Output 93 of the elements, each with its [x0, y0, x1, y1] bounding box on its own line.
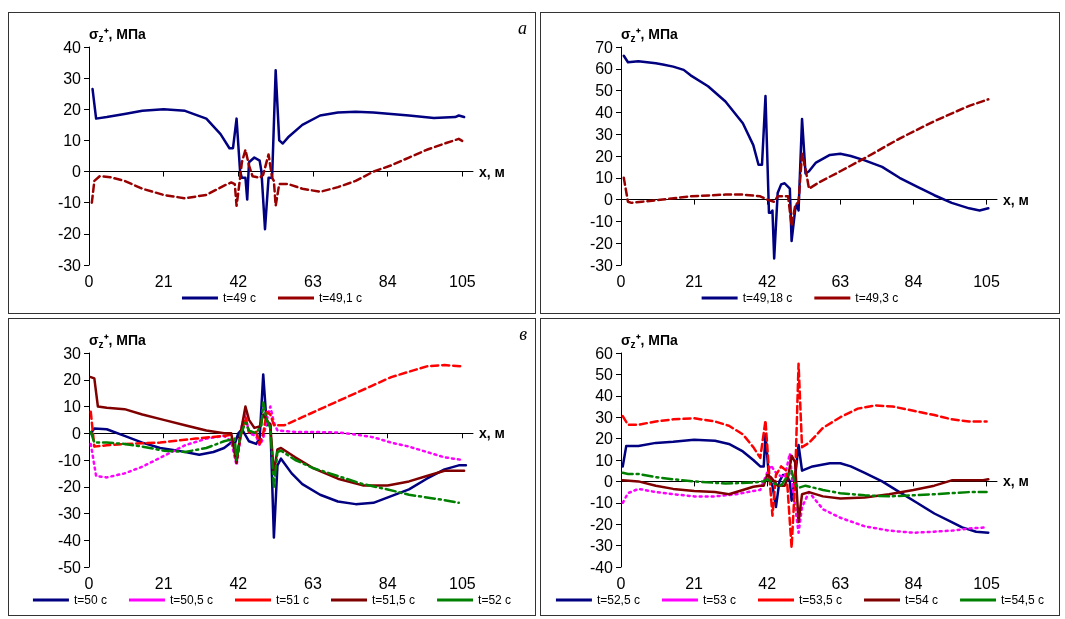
x-tick-label: 21 — [685, 574, 704, 592]
x-tick-label: 84 — [378, 272, 397, 290]
y-tick-label: 10 — [63, 131, 82, 149]
x-tick-label: 42 — [229, 272, 248, 290]
y-tick-label: 10 — [63, 398, 82, 415]
y-tick-label: -20 — [57, 225, 82, 243]
legend-label: t=49,3 с — [855, 291, 899, 305]
legend-label: t=54,5 с — [1001, 593, 1045, 607]
y-tick-label: -50 — [57, 558, 82, 576]
legend-label: t=52,5 с — [596, 593, 640, 607]
x-tick-label: 21 — [154, 272, 173, 290]
y-tick-label: -40 — [57, 531, 82, 549]
y-tick-label: -20 — [57, 478, 82, 496]
legend-label: t=50 с — [73, 593, 107, 607]
legend-label: t=53,5 с — [798, 593, 843, 607]
y-tick-label: -30 — [57, 256, 82, 274]
line-series — [621, 454, 990, 524]
x-tick-label: 63 — [304, 574, 322, 592]
x-tick-label: 63 — [831, 574, 850, 592]
text: в — [519, 324, 528, 344]
legend-label: t=49,1 с — [319, 291, 363, 305]
x-tick-label: 42 — [758, 272, 777, 290]
x-tick-label: 105 — [448, 574, 476, 592]
y-tick-label: 70 — [595, 38, 614, 56]
y-tick-label: -30 — [589, 537, 614, 555]
x-tick-label: 42 — [758, 574, 777, 592]
x-tick-label: 105 — [448, 272, 476, 290]
line-series — [622, 98, 990, 228]
y-tick-label: 30 — [63, 344, 82, 362]
line-series — [621, 362, 988, 549]
y-tick-label: 20 — [595, 430, 614, 448]
x-tick-label: 84 — [904, 272, 923, 290]
x-tick-label: 0 — [84, 574, 94, 592]
line-series — [621, 469, 988, 498]
x-tick-label: 84 — [904, 574, 923, 592]
y-tick-label: 60 — [595, 344, 614, 362]
x-tick-label: 21 — [154, 574, 173, 592]
y-tick-label: 0 — [72, 163, 82, 181]
x-tick-label: 105 — [973, 272, 1000, 290]
y-tick-label: 20 — [63, 100, 82, 118]
y-tick-label: 0 — [72, 424, 82, 442]
y-tick-label: -10 — [589, 212, 614, 230]
x-axis-title: x, м — [1003, 191, 1029, 208]
legend-label: t=53 с — [702, 593, 736, 607]
y-tick-label: 20 — [595, 147, 614, 165]
y-tick-label: -10 — [57, 194, 82, 212]
x-axis-title: x, м — [479, 425, 505, 442]
y-tick-label: 60 — [595, 60, 614, 78]
y-tick-label: 40 — [63, 38, 82, 56]
y-tick-label: 30 — [595, 408, 614, 426]
line-series — [89, 401, 461, 505]
y-tick-label: -30 — [57, 505, 82, 522]
y-tick-label: 0 — [604, 191, 614, 209]
y-tick-label: 0 — [604, 472, 614, 490]
y-tick-label: 40 — [595, 387, 614, 405]
y-tick-label: -20 — [589, 234, 614, 252]
x-axis-title: x, м — [1003, 473, 1029, 490]
legend-label: t=49 с — [222, 291, 256, 305]
y-tick-label: -10 — [57, 451, 82, 469]
x-tick-label: 0 — [616, 574, 626, 592]
x-tick-label: 0 — [616, 272, 626, 290]
y-tick-label: -20 — [589, 515, 614, 533]
y-tick-label: -10 — [589, 494, 614, 512]
legend-label: t=54 с — [905, 593, 939, 607]
x-tick-label: 105 — [973, 574, 1000, 592]
legend-label: t=51,5 с — [372, 593, 416, 607]
x-tick-label: 84 — [378, 574, 397, 592]
line-series — [91, 69, 466, 231]
legend-label: t=49,18 с — [742, 291, 793, 305]
legend-label: t=50,5 с — [169, 593, 213, 607]
y-tick-label: 50 — [595, 365, 614, 383]
line-series — [90, 137, 466, 208]
x-axis-title: x, м — [479, 163, 505, 180]
line-series — [622, 54, 990, 260]
line-series — [89, 405, 464, 479]
x-tick-label: 63 — [304, 272, 322, 290]
x-tick-label: 0 — [84, 272, 94, 290]
x-tick-label: 21 — [685, 272, 704, 290]
y-tick-label: 10 — [595, 169, 614, 187]
legend-label: t=51 с — [275, 593, 310, 607]
x-tick-label: 63 — [831, 272, 850, 290]
line-series — [621, 452, 988, 535]
y-tick-label: 50 — [595, 82, 614, 100]
y-tick-label: 30 — [595, 125, 614, 143]
y-tick-label: 20 — [63, 371, 82, 389]
y-tick-label: 30 — [63, 69, 82, 87]
x-tick-label: 42 — [229, 574, 248, 592]
y-tick-label: -40 — [589, 558, 614, 576]
y-tick-label: 10 — [595, 451, 614, 469]
text: а — [518, 18, 527, 38]
legend-label: t=52 с — [478, 593, 512, 607]
y-tick-label: -30 — [589, 256, 614, 274]
y-tick-label: 40 — [595, 103, 614, 121]
